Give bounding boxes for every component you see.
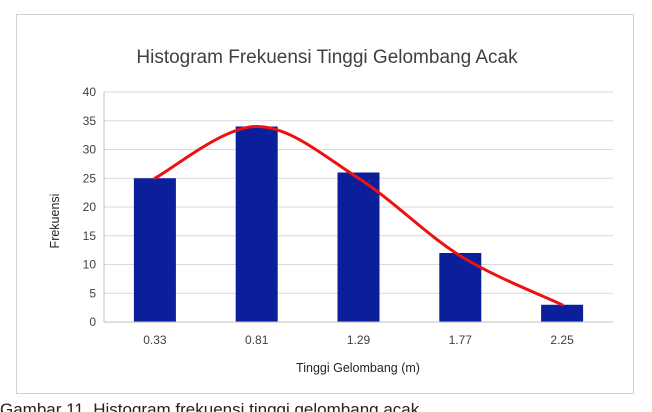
- figure-caption: Gambar 11. Histogram frekuensi tinggi ge…: [0, 400, 420, 412]
- y-axis-label: Frekuensi: [48, 194, 62, 249]
- distribution-curve: [153, 124, 564, 307]
- axes: [103, 92, 613, 323]
- bar-0.33: [133, 178, 176, 322]
- bar-0.81: [235, 126, 278, 322]
- bars: [133, 126, 584, 322]
- chart-frame: Histogram Frekuensi Tinggi Gelombang Aca…: [16, 14, 634, 394]
- y-tick-label: 35: [83, 114, 97, 128]
- x-tick-label: 0.81: [245, 333, 269, 347]
- bar-1.29: [337, 172, 380, 322]
- x-tick-label: 1.29: [347, 333, 371, 347]
- x-axis-label: Tinggi Gelombang (m): [296, 361, 420, 375]
- histogram-chart: Histogram Frekuensi Tinggi Gelombang Aca…: [48, 47, 613, 375]
- x-tick-label: 0.33: [143, 333, 167, 347]
- y-tick-label: 10: [83, 258, 97, 272]
- curve-line: [153, 124, 564, 307]
- y-tick-label: 20: [83, 200, 97, 214]
- bar-2.25: [541, 304, 584, 322]
- y-tick-label: 15: [83, 229, 97, 243]
- x-tick-labels: 0.33 0.81 1.29 1.77 2.25: [143, 333, 574, 347]
- y-tick-labels: 0 5 10 15 20 25 30 35 40: [83, 85, 97, 329]
- x-tick-label: 1.77: [449, 333, 473, 347]
- y-tick-label: 5: [89, 286, 96, 300]
- x-tick-label: 2.25: [550, 333, 574, 347]
- y-tick-label: 0: [89, 315, 96, 329]
- y-tick-label: 25: [83, 171, 97, 185]
- chart-title: Histogram Frekuensi Tinggi Gelombang Aca…: [136, 47, 518, 68]
- y-tick-label: 30: [83, 143, 97, 157]
- y-tick-label: 40: [83, 85, 97, 99]
